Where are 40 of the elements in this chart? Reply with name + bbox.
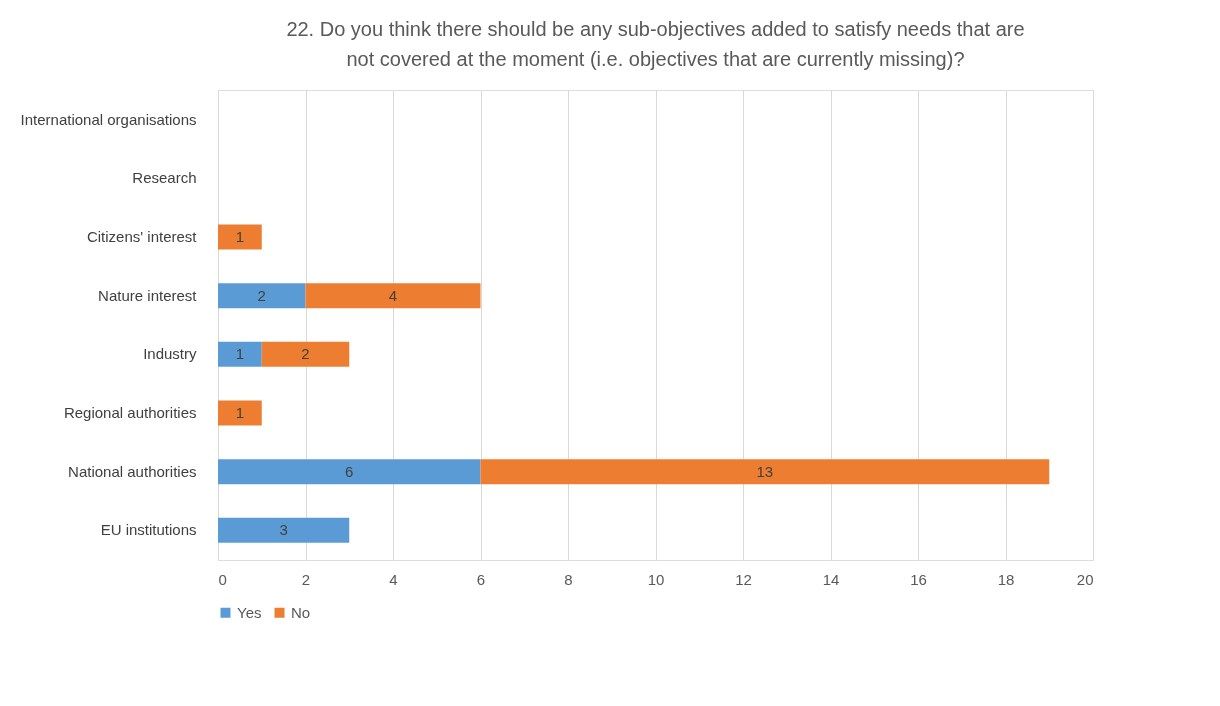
- y-tick-label: International organisations: [20, 110, 197, 128]
- bar: [218, 224, 262, 250]
- data-label: 2: [301, 345, 310, 363]
- y-tick-label: Research: [132, 169, 197, 187]
- chart-title: 22. Do you think there should be any sub-objectives added to satisfy needs that are not covered at the moment (i.e. objectives that are currently missing)?: [286, 18, 1025, 70]
- data-label: 6: [345, 462, 354, 480]
- x-tick-label: 4: [389, 570, 398, 588]
- bar: [218, 400, 262, 426]
- x-tick-label: 18: [997, 570, 1015, 588]
- data-label: 3: [279, 521, 288, 539]
- bar: [261, 341, 350, 367]
- y-tick-label: Industry: [143, 345, 197, 363]
- data-label: 1: [235, 345, 245, 363]
- x-tick-label: 12: [735, 570, 752, 588]
- y-tick-label: Regional authorities: [63, 404, 197, 422]
- bar: [218, 459, 481, 485]
- data-label: 1: [235, 404, 245, 422]
- x-tick-label: 2: [301, 570, 311, 588]
- x-tick-label: 20: [1076, 570, 1094, 588]
- data-label: 13: [756, 462, 774, 480]
- y-tick-label: Nature interest: [98, 286, 198, 304]
- data-label: 4: [388, 286, 398, 304]
- bar: [305, 283, 481, 309]
- bar: [218, 283, 306, 309]
- y-tick-label: EU institutions: [100, 521, 197, 539]
- y-tick-label: National authorities: [68, 462, 197, 480]
- x-tick-label: 10: [647, 570, 665, 588]
- x-tick-label: 14: [822, 570, 840, 588]
- legend-label: Yes: [237, 603, 262, 621]
- x-tick-label: 6: [476, 570, 486, 588]
- data-label: 1: [235, 227, 245, 245]
- data-label: 2: [257, 286, 266, 304]
- x-tick-label: 16: [910, 570, 927, 588]
- x-tick-label: 0: [218, 570, 227, 588]
- bar: [218, 341, 262, 367]
- y-tick-label: Citizens' interest: [86, 227, 198, 245]
- x-tick-label: 8: [564, 570, 573, 588]
- bar: [218, 517, 350, 543]
- legend-label: No: [291, 603, 311, 621]
- bar: [480, 459, 1050, 485]
